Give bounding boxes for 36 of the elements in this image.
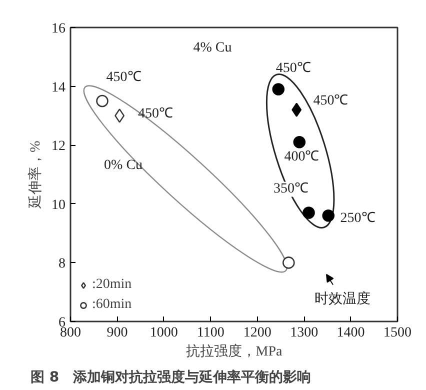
x-tick-label: 1300 [290,326,318,340]
annotation: 450℃ [276,61,311,76]
annotation: 400℃ [284,149,320,164]
point [114,108,125,123]
point [322,210,335,222]
x-tick-label: 1000 [150,326,178,340]
annotation: 0% Cu [104,158,143,174]
annotation: 4% Cu [193,40,232,56]
point [293,136,306,148]
point [272,83,285,96]
annotation: 450℃ [138,106,174,122]
annotation: 350℃ [273,182,308,197]
x-tick-label: 1100 [196,326,224,340]
point [302,206,315,219]
annotation: 450℃ [106,70,142,85]
y-tick-label: 12 [52,139,66,154]
legend-label: :20min [92,277,132,293]
point [292,102,302,117]
point [282,256,295,269]
y-tick-label: 8 [58,256,66,272]
annotation: 时效温度 [314,290,370,307]
x-tick-label: 1500 [384,326,412,340]
x-tick-label: 1200 [243,326,272,340]
legend-label: :60min [92,297,132,313]
y-axis-title: 延伸率，% [28,140,44,210]
point [96,94,108,108]
text: 图 8 添加铜对抗拉强度与延伸率平衡的影响 [30,368,312,386]
x-axis-title: 抗拉强度，MPa [186,344,284,360]
x-tick-label: 900 [106,326,128,340]
y-tick-label: 16 [52,22,66,36]
annotation: 450℃ [313,94,348,108]
annotation: 250℃ [340,211,376,226]
x-tick-label: 800 [60,326,81,340]
y-tick-label: 10 [52,198,66,213]
y-tick-label: 14 [52,80,66,96]
x-tick-label: 1400 [336,326,365,340]
